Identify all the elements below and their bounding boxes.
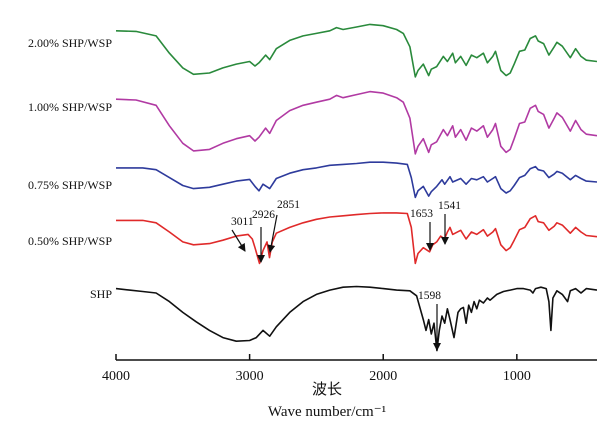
- x-axis-ticks: 4000 3000 2000 1000: [102, 354, 531, 384]
- series-line-0-75-shp-wsp: [116, 161, 597, 199]
- series-label-0-50-shp-wsp: 0.50% SHP/WSP: [28, 234, 112, 248]
- series-group: [115, 23, 597, 352]
- series-line-shp: [115, 285, 597, 352]
- series-label-group: 2.00% SHP/WSP 1.00% SHP/WSP 0.75% SHP/WSP 0…: [28, 36, 112, 301]
- annotation-label-1653: 1653: [410, 208, 433, 220]
- annotation-label-1541: 1541: [438, 200, 461, 212]
- x-tick-label: 1000: [503, 369, 531, 384]
- annotation-arrow-3011: [231, 229, 246, 252]
- series-label-1-00-shp-wsp: 1.00% SHP/WSP: [28, 100, 112, 114]
- series-line-1-00-shp-wsp: [115, 90, 597, 155]
- annotation-label-3011: 3011: [231, 216, 254, 228]
- annotation-arrow-2851: [267, 214, 278, 253]
- annotation-label-2851: 2851: [277, 199, 300, 211]
- x-tick-label: 3000: [236, 369, 264, 384]
- annotation-label-2926: 2926: [252, 209, 275, 221]
- series-label-0-75-shp-wsp: 0.75% SHP/WSP: [28, 178, 112, 192]
- series-line-0-50-shp-wsp: [116, 212, 597, 265]
- annotation-label-1598: 1598: [418, 290, 441, 302]
- x-tick-label: 2000: [369, 369, 397, 384]
- x-tick-label: 4000: [102, 369, 130, 384]
- x-axis-title: Wave number/cm⁻¹: [268, 404, 386, 420]
- series-label-2-00-shp-wsp: 2.00% SHP/WSP: [28, 36, 112, 50]
- series-label-shp: SHP: [90, 287, 112, 301]
- series-line-2-00-shp-wsp: [115, 23, 597, 78]
- x-axis-title-chinese: 波长: [312, 381, 342, 398]
